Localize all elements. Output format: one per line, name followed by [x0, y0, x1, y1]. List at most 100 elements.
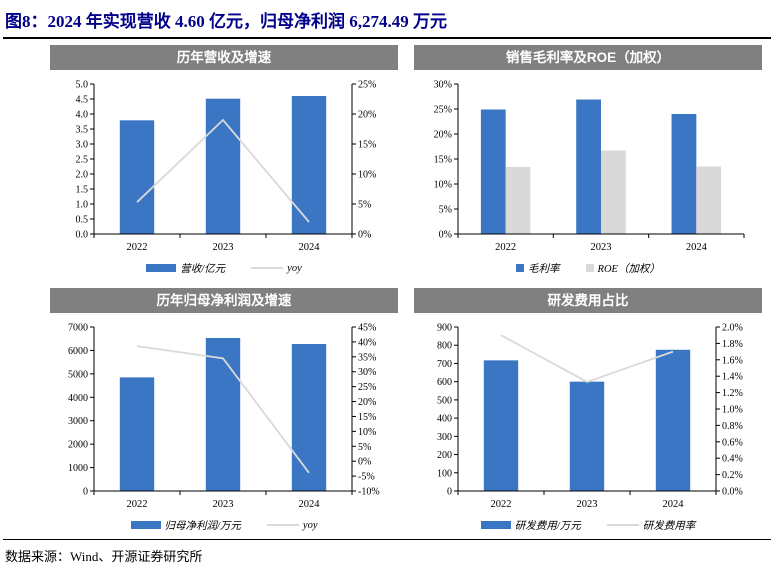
- legend-line-marker-icon: [266, 524, 299, 526]
- svg-text:30%: 30%: [358, 367, 376, 378]
- revenue-growth-chart: 0.0 0.5 1.0 1.5 2.0 2.5 3.0 3.5 4.0 4.5 5.0 0% 5% 10%…: [76, 80, 377, 254]
- panel-net-profit-growth: 历年归母净利润及增速 0 1000 2000 3000 4000 5000 6000 7000…: [50, 288, 398, 533]
- panel-header-rd-expense: 研发费用占比: [414, 288, 762, 313]
- panel-header-margin-roe: 销售毛利率及ROE（加权）: [414, 45, 762, 70]
- svg-text:2022: 2022: [127, 242, 148, 253]
- legend-bar-marker-icon: [146, 264, 177, 272]
- svg-text:1.6%: 1.6%: [722, 355, 743, 366]
- svg-text:0.0: 0.0: [76, 230, 89, 241]
- panel-header-revenue: 历年营收及增速: [50, 45, 398, 70]
- svg-text:0%: 0%: [358, 230, 371, 241]
- svg-text:5%: 5%: [358, 200, 371, 211]
- legend-item: 营收/亿元: [146, 261, 225, 276]
- svg-text:2.5: 2.5: [76, 155, 89, 166]
- svg-text:2.0: 2.0: [76, 170, 89, 181]
- svg-text:1.2%: 1.2%: [722, 388, 743, 399]
- legend-item: yoy: [251, 263, 302, 274]
- figure-title: 图8：2024 年实现营收 4.60 亿元，归母净利润 6,274.49 万元: [5, 12, 447, 31]
- panel-title: 历年归母净利润及增速: [156, 293, 292, 308]
- svg-text:0%: 0%: [358, 457, 371, 468]
- legend-item: ROE（加权）: [585, 261, 660, 276]
- svg-text:10%: 10%: [358, 427, 376, 438]
- legend-label: 研发费用率: [642, 520, 696, 532]
- svg-text:200: 200: [437, 450, 452, 461]
- svg-text:5000: 5000: [68, 369, 88, 380]
- legend-label: 毛利率: [528, 263, 560, 275]
- legend-label: 归母净利润/万元: [164, 520, 241, 532]
- svg-text:0.4%: 0.4%: [722, 454, 743, 465]
- legend-bar-marker-icon: [480, 521, 511, 529]
- net-profit-growth-chart: 0 1000 2000 3000 4000 5000 6000 7000 -10% -5% 0% 5%…: [68, 323, 380, 511]
- legend-item: 归母净利润/万元: [130, 518, 241, 533]
- svg-text:2022: 2022: [127, 499, 148, 510]
- svg-text:25%: 25%: [358, 382, 376, 393]
- svg-text:3000: 3000: [68, 416, 88, 427]
- panel-rd-expense: 研发费用占比 0 100 200 300 400 500 600 700 800 900 0.0% 0…: [414, 288, 762, 533]
- svg-text:10%: 10%: [434, 180, 452, 191]
- svg-text:0.6%: 0.6%: [722, 437, 743, 448]
- svg-text:1.8%: 1.8%: [722, 339, 743, 350]
- svg-text:100: 100: [437, 468, 452, 479]
- legend-label: 研发费用/万元: [514, 520, 581, 532]
- svg-text:3.0: 3.0: [76, 140, 89, 151]
- svg-text:0: 0: [83, 487, 88, 498]
- svg-text:700: 700: [437, 359, 452, 370]
- chart-grid: 历年营收及增速 0.0 0.5 1.0 1.5 2.0 2.5 3.0 3.5 4.0 4.5 5.…: [0, 39, 774, 535]
- svg-text:0.0%: 0.0%: [722, 487, 743, 498]
- svg-text:-5%: -5%: [358, 472, 375, 483]
- svg-text:1.4%: 1.4%: [722, 372, 743, 383]
- legend-label: ROE（加权）: [597, 263, 660, 275]
- svg-text:0.5: 0.5: [76, 215, 89, 226]
- svg-text:600: 600: [437, 377, 452, 388]
- svg-text:2022: 2022: [495, 242, 516, 253]
- legend-label: yoy: [302, 519, 318, 531]
- legend-bar-marker-icon: [516, 264, 525, 272]
- rd-expense-chart: 0 100 200 300 400 500 600 700 800 900 0.0% 0.2% 0.4%…: [437, 323, 743, 511]
- svg-text:2024: 2024: [299, 242, 321, 253]
- svg-text:2.0%: 2.0%: [722, 323, 743, 334]
- legend-bar-marker-icon: [585, 264, 594, 272]
- legend-label: 营收/亿元: [180, 263, 226, 275]
- svg-text:40%: 40%: [358, 337, 376, 348]
- svg-text:5.0: 5.0: [76, 80, 89, 91]
- chart-legend: 研发费用/万元 研发费用率: [414, 517, 762, 533]
- svg-text:0: 0: [447, 487, 452, 498]
- svg-text:5%: 5%: [439, 205, 452, 216]
- legend-line-marker-icon: [606, 524, 639, 526]
- svg-text:4.0: 4.0: [76, 110, 89, 121]
- panel-header-net-profit: 历年归母净利润及增速: [50, 288, 398, 313]
- svg-text:0.8%: 0.8%: [722, 421, 743, 432]
- footer-divider: [3, 539, 771, 540]
- svg-text:2023: 2023: [213, 242, 234, 253]
- panel-title: 历年营收及增速: [176, 50, 272, 65]
- svg-text:2023: 2023: [577, 499, 598, 510]
- svg-text:900: 900: [437, 323, 452, 334]
- panel-title: 销售毛利率及ROE（加权）: [505, 50, 671, 65]
- svg-text:4000: 4000: [68, 393, 88, 404]
- panel-title: 研发费用占比: [547, 293, 629, 308]
- svg-text:15%: 15%: [358, 140, 376, 151]
- svg-text:2023: 2023: [213, 499, 234, 510]
- legend-item: 研发费用/万元: [480, 518, 581, 533]
- svg-text:0.2%: 0.2%: [722, 470, 743, 481]
- svg-text:7000: 7000: [68, 323, 88, 334]
- svg-text:30%: 30%: [434, 80, 452, 91]
- svg-text:0%: 0%: [439, 230, 452, 241]
- svg-text:20%: 20%: [434, 130, 452, 141]
- legend-bar-marker-icon: [130, 521, 161, 529]
- svg-text:3.5: 3.5: [76, 125, 89, 136]
- svg-text:1.5: 1.5: [76, 185, 89, 196]
- svg-text:300: 300: [437, 432, 452, 443]
- svg-text:6000: 6000: [68, 346, 88, 357]
- title-divider: [3, 37, 771, 39]
- chart-legend: 营收/亿元 yoy: [50, 260, 398, 276]
- legend-item: 毛利率: [516, 261, 560, 276]
- svg-text:2023: 2023: [591, 242, 612, 253]
- margin-roe-chart: 0% 5% 10% 15% 20% 25% 30% 2022 2023 2024: [434, 80, 745, 253]
- panel-margin-roe: 销售毛利率及ROE（加权） 0% 5% 10% 15% 20% 25% 30% 2022 202…: [414, 45, 762, 276]
- svg-text:4.5: 4.5: [76, 95, 89, 106]
- svg-text:800: 800: [437, 341, 452, 352]
- svg-text:25%: 25%: [434, 105, 452, 116]
- svg-text:5%: 5%: [358, 442, 371, 453]
- svg-text:25%: 25%: [358, 80, 376, 91]
